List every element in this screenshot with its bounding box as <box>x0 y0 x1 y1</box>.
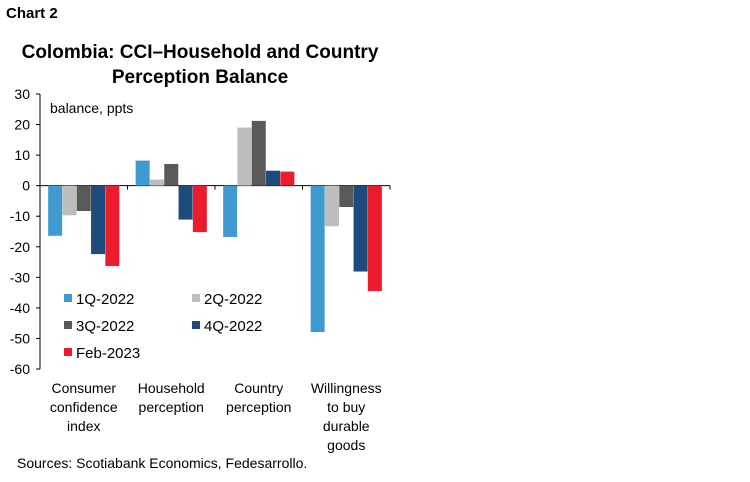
bar-feb-2023 <box>105 185 120 267</box>
legend-label: 4Q-2022 <box>204 318 262 335</box>
legend-label: 1Q-2022 <box>76 291 134 308</box>
bar-1q-2022 <box>310 185 325 333</box>
bar-2q-2022 <box>62 185 77 216</box>
bar-1q-2022 <box>135 160 150 186</box>
legend-label: Feb-2023 <box>76 345 140 362</box>
category-label: index <box>67 418 100 434</box>
legend-swatch <box>192 294 200 302</box>
category-label: Consumer <box>51 380 116 396</box>
category-label: goods <box>327 437 365 453</box>
bar-3q-2022 <box>76 185 91 212</box>
bar-2q-2022 <box>149 179 164 186</box>
y-tick-label: 30 <box>14 86 30 102</box>
bar-2q-2022 <box>324 185 339 227</box>
bar-1q-2022 <box>48 185 63 236</box>
legend-swatch <box>64 321 72 329</box>
y-tick-label: -50 <box>10 330 30 346</box>
y-tick-label: 20 <box>14 117 30 133</box>
bar-feb-2023 <box>280 171 295 186</box>
y-tick-label: -60 <box>10 361 30 377</box>
bar-4q-2022 <box>91 185 106 255</box>
category-label: confidence <box>50 399 118 415</box>
y-tick-label: 0 <box>22 178 30 194</box>
bar-3q-2022 <box>339 185 354 208</box>
y-tick-label: 10 <box>14 147 30 163</box>
figure-label: Chart 2 <box>6 5 58 22</box>
bar-3q-2022 <box>164 163 179 186</box>
category-label: Country <box>234 380 283 396</box>
chart-title: Colombia: CCI–Household and Country Perc… <box>21 42 379 88</box>
legend-swatch <box>192 321 200 329</box>
category-label: perception <box>139 399 204 415</box>
bar-3q-2022 <box>251 120 266 186</box>
category-label: perception <box>226 399 291 415</box>
y-axis-label: balance, ppts <box>50 100 133 116</box>
bar-4q-2022 <box>178 185 193 220</box>
legend-label: 3Q-2022 <box>76 318 134 335</box>
y-tick-label: -30 <box>10 269 30 285</box>
y-tick-label: -20 <box>10 239 30 255</box>
category-label: to buy <box>327 399 365 415</box>
bar-feb-2023 <box>367 185 382 292</box>
source-note: Sources: Scotiabank Economics, Fedesarro… <box>17 455 308 471</box>
category-label: Willingness <box>311 380 382 396</box>
legend-swatch <box>64 294 72 302</box>
bar-feb-2023 <box>192 185 207 233</box>
legend-swatch <box>64 348 72 356</box>
category-label: durable <box>323 418 370 434</box>
bar-2q-2022 <box>237 127 252 186</box>
y-tick-label: -40 <box>10 300 30 316</box>
legend-label: 2Q-2022 <box>204 291 262 308</box>
bar-4q-2022 <box>353 185 368 272</box>
category-label: Household <box>138 380 205 396</box>
y-tick-label: -10 <box>10 208 30 224</box>
bar-1q-2022 <box>223 185 238 237</box>
bar-4q-2022 <box>266 170 281 186</box>
